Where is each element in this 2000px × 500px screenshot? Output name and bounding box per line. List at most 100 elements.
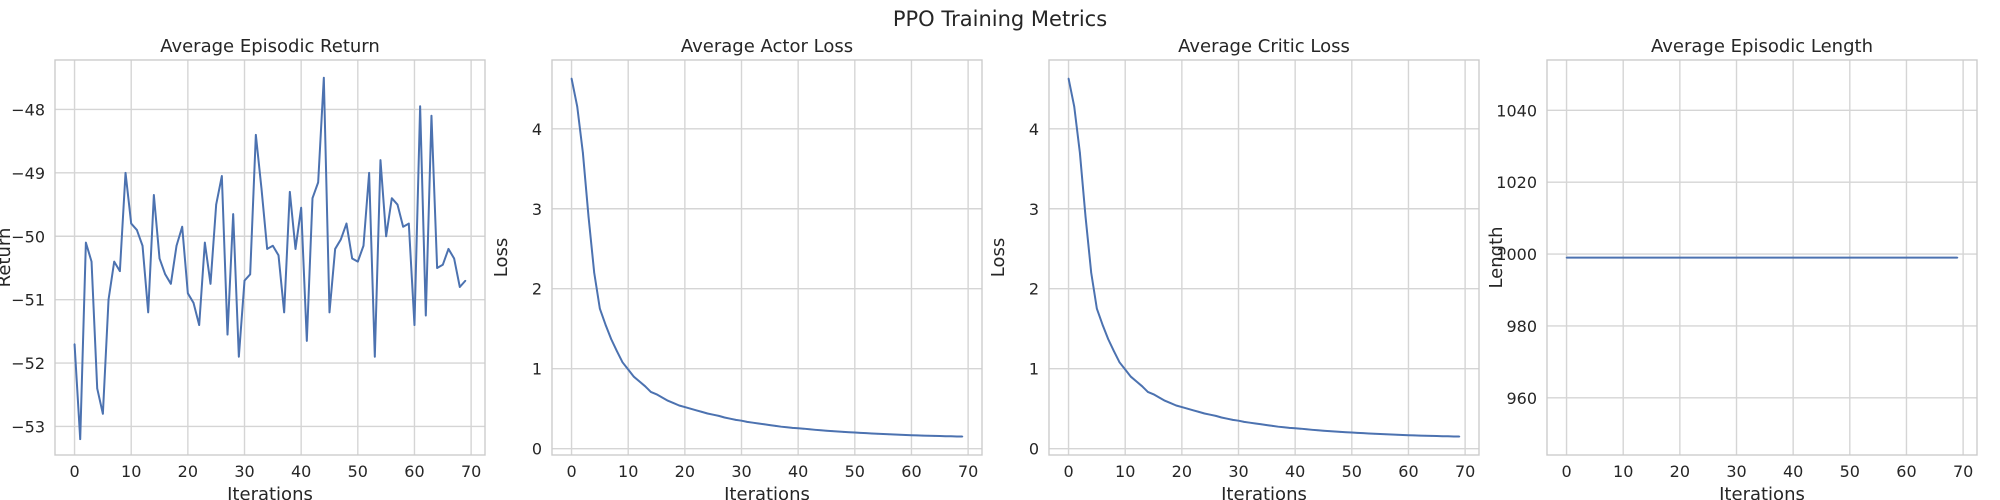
data-point [650,391,652,393]
data-point [1147,391,1149,393]
data-point [712,413,714,416]
axes-frame [1048,59,1480,456]
x-tick-label: 0 [566,462,576,481]
x-tick-label: 30 [1726,462,1746,481]
data-point [593,271,596,274]
data-point [1186,407,1189,410]
data-point [283,311,285,314]
data-point [769,424,771,426]
data-point [300,206,302,209]
data-point [1328,430,1330,432]
data-point [1458,435,1461,438]
x-tick-label: 10 [1613,462,1633,481]
data-point [419,105,421,108]
data-point [277,254,280,257]
y-axis-label: Loss [491,238,512,277]
data-point [950,435,952,438]
data-point [1385,433,1387,436]
data-point [391,197,393,200]
y-axis-label: Loss [988,238,1009,277]
x-tick-label: 60 [1398,462,1418,481]
data-point [905,434,907,436]
x-tick-label: 20 [1172,462,1192,481]
data-point [961,435,964,438]
x-tick-label: 0 [69,462,79,481]
data-point [689,407,692,410]
panel-title: Average Critic Loss [1178,36,1350,57]
x-tick-label: 40 [291,462,311,481]
data-point [187,292,189,295]
x-tick-label: 60 [901,462,921,481]
data-point [453,257,455,260]
data-point [859,432,862,434]
y-tick-label: −53 [11,417,45,436]
data-point [1379,433,1381,435]
data-point [1181,406,1183,408]
x-tick-label: 60 [404,462,424,481]
data-point [170,283,172,285]
data-point [96,387,99,390]
x-tick-label: 50 [1840,462,1860,481]
data-point [192,302,195,304]
data-point [1090,271,1093,274]
data-point [334,248,336,250]
data-point [1300,427,1302,430]
data-point [238,355,240,358]
data-point [221,175,223,177]
data-point [1266,424,1268,426]
data-point [374,355,376,358]
data-point [204,241,206,244]
data-point [1396,433,1398,436]
data-point [638,380,641,383]
data-point [458,286,461,288]
data-point [1317,429,1319,432]
data-point [1311,429,1313,431]
data-point [1141,385,1143,388]
data-point [1130,375,1132,378]
data-point [746,421,748,423]
y-axis-label: Return [0,228,15,288]
x-tick-label: 20 [178,462,198,481]
data-point [944,435,947,438]
data-point [351,257,353,260]
data-point [922,434,924,437]
data-point [243,279,246,282]
data-point [1294,427,1296,430]
data-point [1175,404,1177,407]
data-point [1232,419,1234,421]
data-point [1203,412,1206,415]
data-point [136,229,138,231]
data-point [266,248,268,250]
data-point [1351,431,1353,434]
data-point [181,225,183,228]
data-point [927,434,930,437]
data-point [865,432,867,434]
x-tick-label: 70 [958,462,978,481]
data-point [425,314,427,317]
data-point [413,324,416,326]
data-point [627,368,629,371]
data-point [604,323,607,326]
data-point [842,431,845,433]
data-point [102,412,104,415]
data-point [79,438,82,440]
data-point [786,426,788,429]
data-point [888,433,890,436]
data-point [447,248,450,250]
data-point [1107,338,1109,340]
data-point [408,222,410,225]
data-point [1430,435,1432,437]
data-point [1271,425,1274,427]
y-tick-label: −48 [11,100,45,119]
y-tick-label: 960 [1506,389,1537,408]
axes-frame [1546,59,1978,456]
y-tick-label: 2 [1029,280,1039,299]
y-tick-label: 1000 [1496,245,1537,264]
data-point [209,283,212,285]
y-tick-label: 2 [532,280,542,299]
y-tick-label: 980 [1506,317,1537,336]
y-tick-label: 4 [1029,120,1039,139]
data-point [396,203,399,206]
panel-title: Average Episodic Return [160,36,380,57]
x-tick-label: 40 [1285,462,1305,481]
